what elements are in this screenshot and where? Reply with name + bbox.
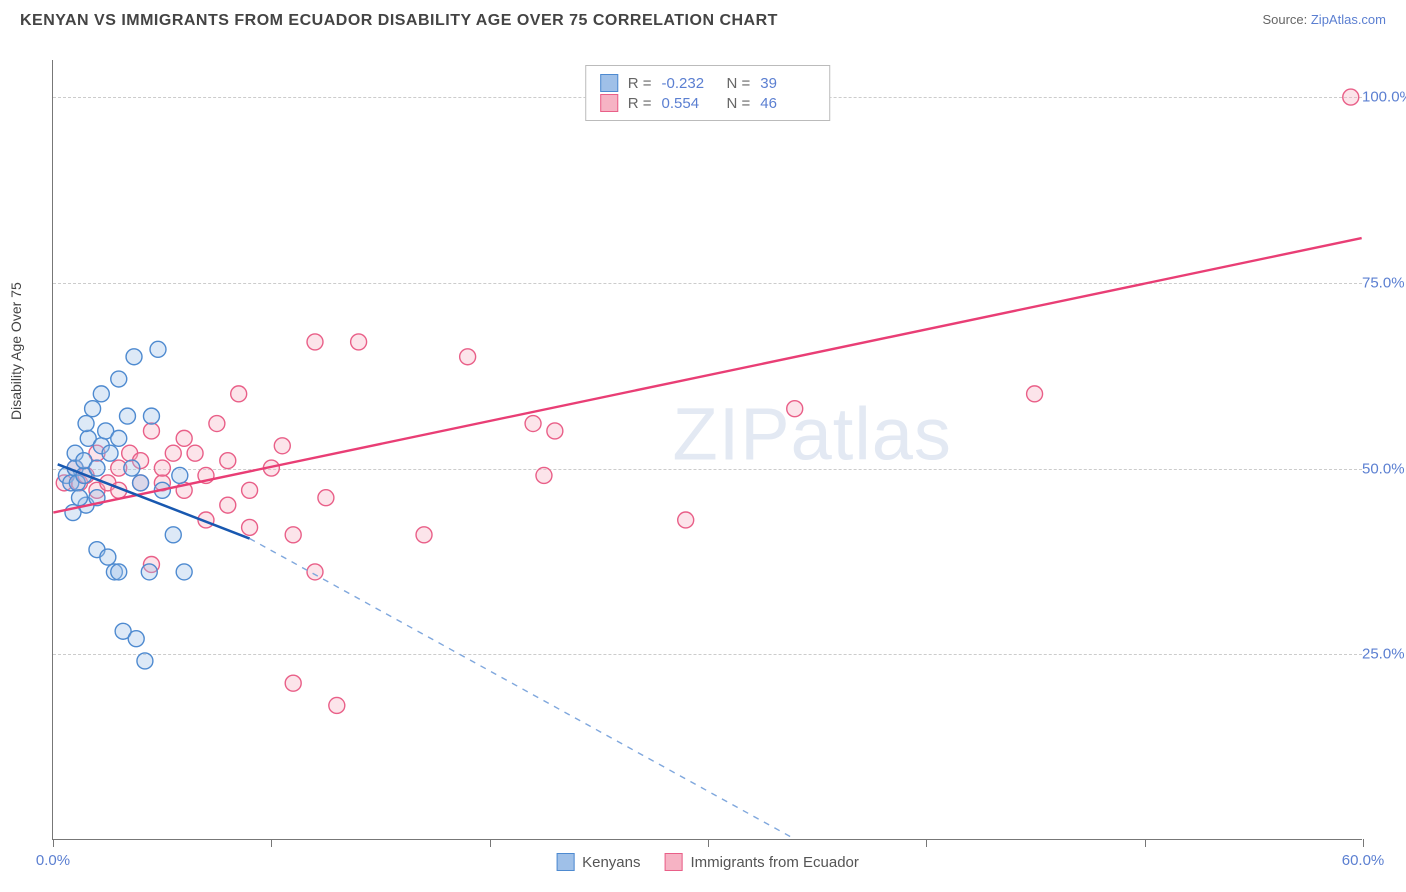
scatter-point [165, 527, 181, 543]
y-axis-label: Disability Age Over 75 [8, 282, 24, 420]
chart-title: KENYAN VS IMMIGRANTS FROM ECUADOR DISABI… [20, 12, 778, 30]
scatter-point [111, 430, 127, 446]
scatter-point [154, 460, 170, 476]
legend-swatch [600, 74, 618, 92]
stat-legend-row: R = 0.554 N = 46 [600, 94, 816, 112]
scatter-point [89, 460, 105, 476]
x-tick [271, 839, 272, 847]
x-tick [926, 839, 927, 847]
source-attribution: Source: ZipAtlas.com [1262, 12, 1386, 27]
scatter-point [1027, 386, 1043, 402]
chart-header: KENYAN VS IMMIGRANTS FROM ECUADOR DISABI… [0, 0, 1406, 48]
y-tick-label: 50.0% [1362, 460, 1406, 477]
scatter-point [787, 401, 803, 417]
scatter-point [141, 564, 157, 580]
scatter-point [307, 564, 323, 580]
series-legend: Kenyans Immigrants from Ecuador [556, 853, 859, 871]
y-tick-label: 100.0% [1362, 89, 1406, 106]
scatter-point [274, 438, 290, 454]
scatter-point [137, 653, 153, 669]
x-tick-label: 0.0% [36, 852, 70, 869]
scatter-point [220, 497, 236, 513]
legend-item: Kenyans [556, 853, 640, 871]
scatter-point [128, 631, 144, 647]
y-tick-label: 75.0% [1362, 274, 1406, 291]
r-label: R = [628, 75, 652, 92]
scatter-point [143, 423, 159, 439]
scatter-point [242, 519, 258, 535]
scatter-point [100, 549, 116, 565]
n-label: N = [727, 95, 751, 112]
scatter-point [285, 527, 301, 543]
scatter-point [124, 460, 140, 476]
scatter-point [176, 430, 192, 446]
n-value: 39 [760, 75, 815, 92]
n-label: N = [727, 75, 751, 92]
legend-label: Kenyans [582, 854, 640, 871]
scatter-point [231, 386, 247, 402]
legend-swatch [556, 853, 574, 871]
scatter-point [536, 467, 552, 483]
scatter-point [85, 401, 101, 417]
scatter-point [678, 512, 694, 528]
x-tick [1363, 839, 1364, 847]
chart-plot-area: ZIPatlas R =-0.232N =39R =0.554N =46 Ken… [52, 60, 1362, 840]
scatter-point [187, 445, 203, 461]
stats-legend-box: R = -0.232 N = 39 R = 0.554 N = 46 [585, 65, 831, 121]
scatter-point [93, 386, 109, 402]
scatter-plot-svg [53, 60, 1362, 839]
x-tick [708, 839, 709, 847]
x-tick [490, 839, 491, 847]
scatter-point [102, 445, 118, 461]
scatter-point [351, 334, 367, 350]
scatter-point [285, 675, 301, 691]
scatter-point [143, 408, 159, 424]
trend-line [250, 539, 795, 839]
source-prefix: Source: [1262, 12, 1310, 27]
r-label: R = [628, 95, 652, 112]
scatter-point [460, 349, 476, 365]
scatter-point [119, 408, 135, 424]
scatter-point [1343, 89, 1359, 105]
legend-swatch [600, 94, 618, 112]
scatter-point [78, 416, 94, 432]
r-value: 0.554 [662, 95, 717, 112]
r-value: -0.232 [662, 75, 717, 92]
scatter-point [165, 445, 181, 461]
trend-line [53, 238, 1361, 513]
x-tick-label: 60.0% [1342, 852, 1385, 869]
legend-item: Immigrants from Ecuador [664, 853, 858, 871]
scatter-point [318, 490, 334, 506]
source-link[interactable]: ZipAtlas.com [1311, 12, 1386, 27]
y-tick-label: 25.0% [1362, 646, 1406, 663]
scatter-point [172, 467, 188, 483]
scatter-point [150, 341, 166, 357]
scatter-point [133, 475, 149, 491]
scatter-point [307, 334, 323, 350]
scatter-point [525, 416, 541, 432]
x-tick [53, 839, 54, 847]
x-tick [1145, 839, 1146, 847]
n-value: 46 [760, 95, 815, 112]
scatter-point [329, 697, 345, 713]
stat-legend-row: R = -0.232 N = 39 [600, 74, 816, 92]
scatter-point [126, 349, 142, 365]
scatter-point [416, 527, 432, 543]
scatter-point [111, 564, 127, 580]
scatter-point [72, 490, 88, 506]
scatter-point [111, 371, 127, 387]
scatter-point [220, 453, 236, 469]
scatter-point [547, 423, 563, 439]
legend-swatch [664, 853, 682, 871]
scatter-point [242, 482, 258, 498]
legend-label: Immigrants from Ecuador [690, 854, 858, 871]
scatter-point [176, 564, 192, 580]
scatter-point [209, 416, 225, 432]
